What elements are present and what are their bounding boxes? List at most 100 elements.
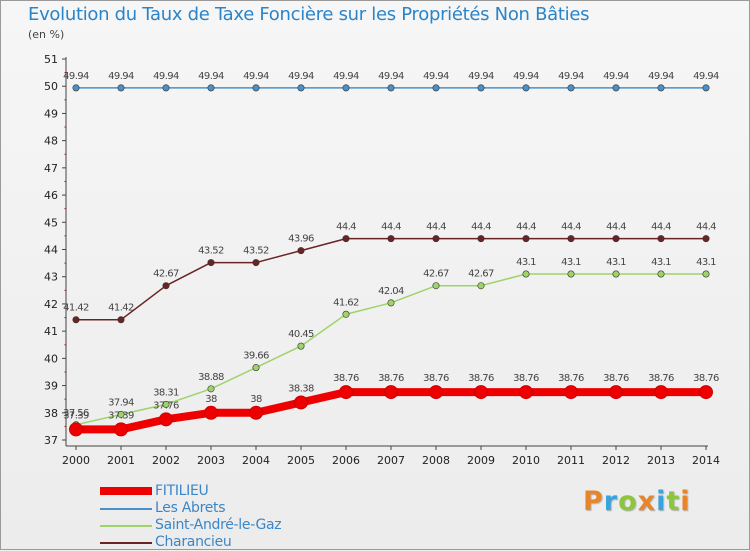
y-tick-label: 39: [44, 380, 58, 393]
series-saint-andre-le-gaz: 37.56 37.94 38.31 38.88 39.66 40.45 41.62 42.04…: [63, 257, 717, 429]
data-label: 44.4: [471, 222, 491, 233]
data-label: 49.94: [243, 71, 269, 82]
data-point: [519, 385, 533, 400]
data-point: [162, 282, 170, 290]
data-label: 44.4: [696, 222, 716, 233]
data-point: [297, 342, 305, 350]
data-label: 37.56: [63, 408, 89, 419]
data-label: 38.76: [468, 373, 494, 384]
y-tick-label: 48: [44, 135, 58, 148]
data-label: 37.39: [63, 410, 89, 421]
x-tick-label: 2004: [242, 454, 270, 467]
data-label: 42.67: [468, 269, 494, 280]
data-label: 43.1: [561, 257, 581, 268]
y-minor-tick: [64, 398, 66, 400]
data-point: [342, 84, 350, 92]
x-tick-label: 2002: [152, 454, 180, 467]
y-minor-tick: [64, 425, 66, 427]
data-point: [117, 316, 125, 324]
data-label: 37.76: [153, 400, 179, 411]
data-point: [702, 235, 710, 243]
legend-label-charancieu: Charancieu: [155, 534, 232, 550]
data-point: [612, 84, 620, 92]
y-minor-tick: [64, 371, 66, 373]
data-point: [252, 364, 260, 372]
data-label: 49.94: [63, 71, 89, 82]
x-tick-label: 2006: [332, 454, 360, 467]
data-label: 49.94: [468, 71, 494, 82]
y-minor-tick: [64, 180, 66, 182]
y-tick-label: 37: [44, 434, 58, 447]
logo-letter: i: [656, 486, 667, 517]
legend-swatch-fitilieu: [100, 487, 152, 495]
data-point: [477, 235, 485, 243]
data-label: 43.52: [243, 246, 269, 257]
y-tick-label: 51: [44, 53, 58, 66]
y-tick-label: 44: [44, 244, 58, 257]
data-point: [522, 235, 530, 243]
data-point: [249, 405, 263, 420]
x-tick-label: 2003: [197, 454, 225, 467]
data-point: [114, 422, 128, 437]
data-point: [657, 235, 665, 243]
data-point: [432, 235, 440, 243]
x-tick-label: 2008: [422, 454, 450, 467]
legend-label-les-abrets: Les Abrets: [155, 500, 226, 516]
data-point: [252, 84, 260, 92]
x-tick-label: 2013: [647, 454, 675, 467]
data-point: [432, 84, 440, 92]
data-point: [657, 84, 665, 92]
data-point: [564, 385, 578, 400]
data-point: [117, 84, 125, 92]
y-minor-tick: [64, 72, 66, 74]
legend-label-saint-andre-le-gaz: Saint-André-le-Gaz: [155, 517, 282, 533]
data-label: 38: [250, 394, 262, 405]
y-minor-tick: [64, 289, 66, 291]
y-minor-tick: [64, 344, 66, 346]
data-point: [69, 422, 83, 437]
data-label: 49.94: [423, 71, 449, 82]
x-tick-label: 2010: [512, 454, 540, 467]
data-label: 38.88: [198, 372, 224, 383]
data-point: [204, 405, 218, 420]
data-label: 49.94: [153, 71, 179, 82]
data-point: [342, 235, 350, 243]
data-label: 44.4: [336, 222, 356, 233]
data-point: [384, 385, 398, 400]
data-point: [297, 247, 305, 255]
data-point: [159, 412, 173, 427]
data-label: 49.94: [513, 71, 539, 82]
data-label: 41.42: [108, 303, 134, 314]
data-label: 49.94: [108, 71, 134, 82]
data-label: 42.04: [378, 286, 404, 297]
data-point: [609, 385, 623, 400]
data-point: [702, 270, 710, 278]
y-minor-tick: [64, 99, 66, 101]
data-point: [72, 84, 80, 92]
data-label: 37.39: [108, 410, 134, 421]
data-point: [522, 270, 530, 278]
data-label: 38.76: [693, 373, 719, 384]
y-tick-label: 49: [44, 107, 58, 120]
data-label: 38.76: [558, 373, 584, 384]
data-point: [654, 385, 668, 400]
data-label: 43.1: [651, 257, 671, 268]
y-tick-label: 43: [44, 271, 58, 284]
x-tick-label: 2011: [557, 454, 585, 467]
data-label: 43.96: [288, 234, 314, 245]
x-tick-label: 2007: [377, 454, 405, 467]
data-label: 37.94: [108, 397, 134, 408]
data-label: 38.76: [648, 373, 674, 384]
legend-swatch-charancieu: [100, 542, 152, 544]
data-point: [342, 310, 350, 318]
y-tick-label: 40: [44, 352, 58, 365]
logo-letter: x: [637, 486, 657, 517]
data-label: 49.94: [333, 71, 359, 82]
data-point: [162, 84, 170, 92]
y-tick-label: 42: [44, 298, 58, 311]
data-label: 42.67: [423, 269, 449, 280]
data-point: [339, 385, 353, 400]
data-label: 41.62: [333, 297, 359, 308]
